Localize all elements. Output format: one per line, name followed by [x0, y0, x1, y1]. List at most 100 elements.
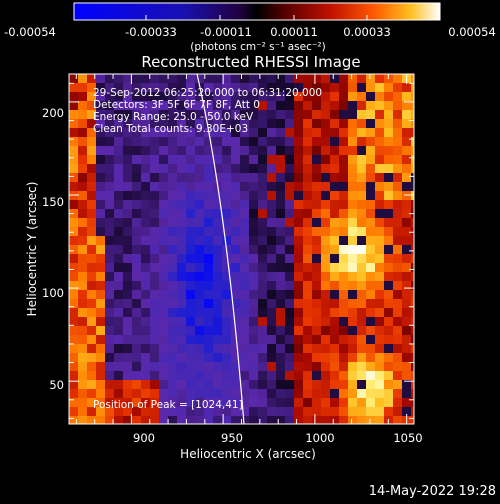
image-pixel [213, 353, 223, 363]
image-pixel [150, 380, 160, 390]
image-pixel [105, 191, 115, 201]
image-pixel [186, 371, 196, 381]
image-pixel [204, 83, 214, 93]
image-pixel [150, 326, 160, 336]
image-pixel [96, 362, 106, 372]
image-pixel [132, 101, 142, 111]
image-pixel [285, 92, 295, 102]
image-pixel [321, 272, 331, 282]
image-pixel [213, 317, 223, 327]
image-pixel [132, 182, 142, 192]
image-pixel [330, 362, 340, 372]
image-pixel [168, 272, 178, 282]
image-pixel [402, 317, 412, 327]
image-pixel [411, 281, 414, 291]
image-pixel [411, 263, 414, 273]
image-pixel [240, 155, 250, 165]
image-pixel [366, 344, 376, 354]
image-pixel [339, 371, 349, 381]
image-pixel [312, 308, 322, 318]
image-pixel [276, 281, 286, 291]
image-pixel [339, 155, 349, 165]
image-pixel [294, 227, 304, 237]
image-pixel [258, 389, 268, 399]
image-pixel [132, 137, 142, 147]
image-pixel [267, 200, 277, 210]
image-pixel [276, 173, 286, 183]
colorbar: -0.00054 -0.00033 -0.00011 0.00011 0.000… [4, 2, 496, 53]
image-pixel [258, 245, 268, 255]
image-pixel [150, 227, 160, 237]
image-pixel [96, 245, 106, 255]
image-pixel [411, 344, 414, 354]
image-pixel [402, 146, 412, 156]
image-pixel [168, 101, 178, 111]
image-pixel [204, 407, 214, 417]
image-pixel [375, 236, 385, 246]
image-pixel [222, 128, 232, 138]
image-pixel [87, 245, 97, 255]
image-pixel [96, 317, 106, 327]
image-pixel [384, 236, 394, 246]
image-pixel [132, 200, 142, 210]
image-pixel [411, 308, 414, 318]
image-pixel [213, 110, 223, 120]
image-pixel [195, 245, 205, 255]
image-pixel [186, 362, 196, 372]
image-pixel [267, 398, 277, 408]
image-pixel [312, 371, 322, 381]
image-pixel [249, 119, 259, 129]
image-pixel [240, 335, 250, 345]
image-pixel [231, 128, 241, 138]
image-pixel [348, 227, 358, 237]
image-pixel [258, 344, 268, 354]
image-pixel [411, 407, 414, 417]
image-pixel [195, 317, 205, 327]
x-tick-label: 950 [221, 431, 243, 445]
image-pixel [123, 335, 133, 345]
image-pixel [402, 281, 412, 291]
image-pixel [276, 353, 286, 363]
image-pixel [249, 155, 259, 165]
image-pixel [384, 263, 394, 273]
image-pixel [312, 281, 322, 291]
image-pixel [141, 299, 151, 309]
image-pixel [375, 182, 385, 192]
image-pixel [402, 263, 412, 273]
image-pixel [258, 407, 268, 417]
image-pixel [114, 371, 124, 381]
image-pixel [123, 128, 133, 138]
image-pixel [384, 119, 394, 129]
image-pixel [105, 146, 115, 156]
image-pixel [411, 236, 414, 246]
image-pixel [312, 389, 322, 399]
image-pixel [312, 254, 322, 264]
image-pixel [285, 236, 295, 246]
image-pixel [366, 155, 376, 165]
image-pixel [249, 110, 259, 120]
image-pixel [321, 245, 331, 255]
image-pixel [213, 128, 223, 138]
image-pixel [384, 308, 394, 318]
image-pixel [168, 92, 178, 102]
image-pixel [78, 92, 88, 102]
image-pixel [87, 200, 97, 210]
image-pixel [186, 164, 196, 174]
image-pixel [276, 155, 286, 165]
image-pixel [339, 227, 349, 237]
image-pixel [213, 200, 223, 210]
image-pixel [375, 191, 385, 201]
image-pixel [177, 227, 187, 237]
image-pixel [69, 353, 79, 363]
image-pixel [96, 389, 106, 399]
image-pixel [393, 380, 403, 390]
image-pixel [177, 398, 187, 408]
image-pixel [402, 236, 412, 246]
image-pixel [267, 236, 277, 246]
image-pixel [213, 218, 223, 228]
image-pixel [312, 92, 322, 102]
image-pixel [312, 353, 322, 363]
image-pixel [276, 236, 286, 246]
image-pixel [321, 299, 331, 309]
image-pixel [204, 74, 214, 84]
